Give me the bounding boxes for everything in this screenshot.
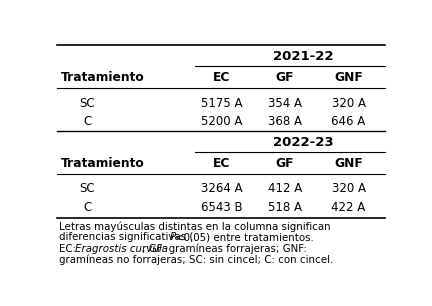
Text: Letras mayúsculas distintas en la columna significan: Letras mayúsculas distintas en la column… bbox=[59, 222, 330, 232]
Text: SC: SC bbox=[79, 182, 95, 195]
Text: C: C bbox=[83, 200, 92, 214]
Text: Tratamiento: Tratamiento bbox=[60, 72, 144, 84]
Text: 412 A: 412 A bbox=[268, 182, 302, 195]
Text: Eragrostis curvula: Eragrostis curvula bbox=[75, 244, 168, 254]
Text: P: P bbox=[170, 233, 176, 242]
Text: ; GF: gramíneas forrajeras; GNF:: ; GF: gramíneas forrajeras; GNF: bbox=[142, 244, 307, 254]
Text: 320 A: 320 A bbox=[332, 182, 365, 195]
Text: 2021-22: 2021-22 bbox=[273, 50, 334, 63]
Text: 320 A: 320 A bbox=[332, 97, 365, 110]
Text: 646 A: 646 A bbox=[331, 115, 366, 128]
Text: GF: GF bbox=[276, 72, 294, 84]
Text: 368 A: 368 A bbox=[268, 115, 302, 128]
Text: GNF: GNF bbox=[334, 72, 363, 84]
Text: 3264 A: 3264 A bbox=[200, 182, 242, 195]
Text: 2022-23: 2022-23 bbox=[273, 136, 334, 149]
Text: 518 A: 518 A bbox=[268, 200, 302, 214]
Text: 5200 A: 5200 A bbox=[201, 115, 242, 128]
Text: 6543 B: 6543 B bbox=[200, 200, 242, 214]
Text: GNF: GNF bbox=[334, 157, 363, 170]
Text: <0,05) entre tratamientos.: <0,05) entre tratamientos. bbox=[175, 233, 314, 242]
Text: Tratamiento: Tratamiento bbox=[60, 157, 144, 170]
Text: 354 A: 354 A bbox=[268, 97, 302, 110]
Text: diferencias significativas (: diferencias significativas ( bbox=[59, 233, 194, 242]
Text: EC:: EC: bbox=[59, 244, 79, 254]
Text: EC: EC bbox=[213, 157, 230, 170]
Text: EC: EC bbox=[213, 72, 230, 84]
Text: 422 A: 422 A bbox=[331, 200, 366, 214]
Text: SC: SC bbox=[79, 97, 95, 110]
Text: 5175 A: 5175 A bbox=[200, 97, 242, 110]
Text: gramíneas no forrajeras; SC: sin cincel; C: con cincel.: gramíneas no forrajeras; SC: sin cincel;… bbox=[59, 255, 333, 265]
Text: C: C bbox=[83, 115, 92, 128]
Text: GF: GF bbox=[276, 157, 294, 170]
